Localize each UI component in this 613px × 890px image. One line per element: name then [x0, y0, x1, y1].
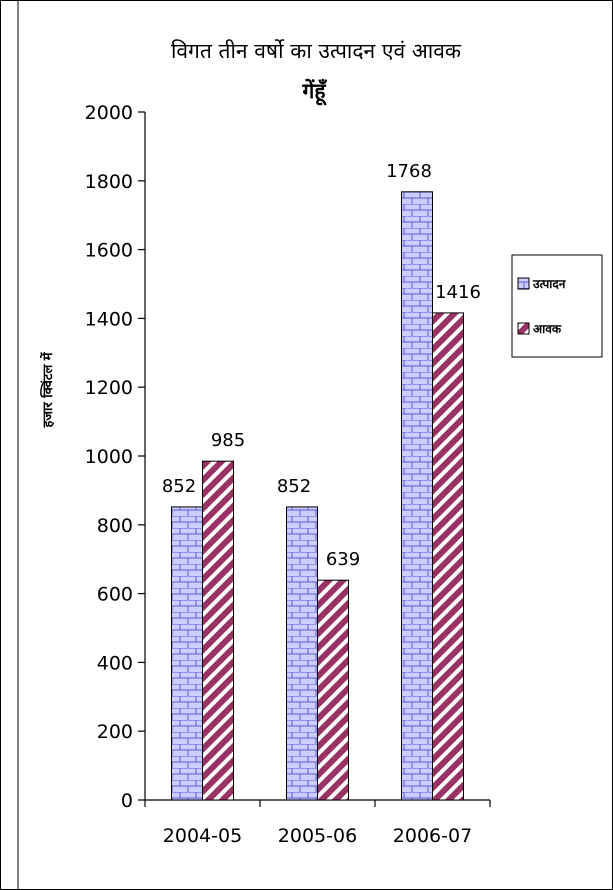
bars: 852 985 852 639 1768 1416 — [162, 161, 481, 801]
bar-production — [401, 191, 433, 801]
y-tick-label: 1200 — [85, 377, 133, 399]
data-label: 985 — [211, 430, 245, 451]
bar-production — [286, 506, 318, 801]
legend-box — [511, 254, 603, 358]
bar-production — [171, 506, 203, 801]
y-axis-label: हजार क्विंटल में — [39, 351, 56, 428]
legend: उत्पादन आवक — [511, 254, 603, 358]
y-tick-label: 2000 — [85, 102, 133, 124]
y-tick-label: 600 — [97, 584, 133, 606]
legend-swatch — [517, 322, 530, 335]
x-tick-label: 2005-06 — [278, 825, 357, 847]
data-label: 852 — [162, 476, 196, 497]
y-tick-label: 0 — [121, 790, 133, 812]
data-label: 639 — [326, 549, 360, 570]
legend-swatch — [517, 277, 530, 290]
y-tick-label: 200 — [97, 721, 133, 743]
data-label: 852 — [277, 476, 311, 497]
y-tick-label: 1800 — [85, 171, 133, 193]
data-label: 1416 — [435, 282, 481, 303]
bar-arrival — [432, 312, 464, 801]
bar-arrival — [202, 460, 234, 801]
x-tick-label: 2006-07 — [393, 825, 472, 847]
data-label: 1768 — [386, 161, 432, 182]
y-axis: 0 200 400 600 800 1000 1200 1400 1600 1800 2000 — [85, 102, 146, 812]
bar-arrival — [317, 579, 349, 801]
y-tick-label: 1400 — [85, 308, 133, 330]
x-axis: 2004-05 2005-06 2006-07 — [144, 799, 491, 847]
chart-subtitle: गेंहूँ — [302, 78, 328, 106]
legend-label: आवक — [533, 322, 562, 336]
y-tick-label: 1000 — [85, 446, 133, 468]
y-tick-label: 800 — [97, 515, 133, 537]
legend-label: उत्पादन — [532, 277, 567, 291]
x-tick-label: 2004-05 — [163, 825, 242, 847]
chart-title: विगत तीन वर्षो का उत्पादन एवं आवक — [171, 39, 462, 63]
y-tick-label: 1600 — [85, 240, 133, 262]
y-tick-label: 400 — [97, 652, 133, 674]
